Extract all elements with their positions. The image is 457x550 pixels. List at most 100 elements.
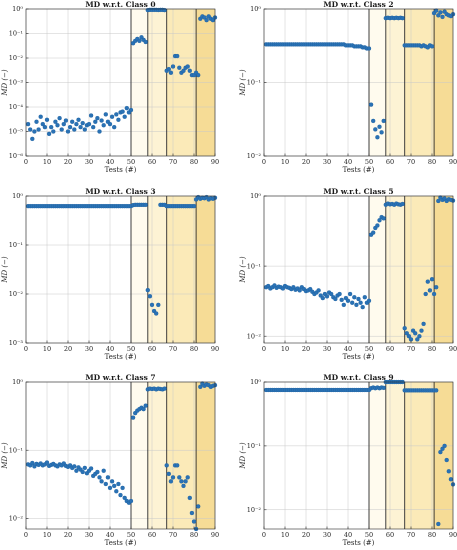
- data-point: [371, 230, 376, 235]
- data-point: [51, 129, 56, 134]
- data-point: [350, 300, 355, 305]
- chart-panel-0: 0 10 20 30 40 50 60 70 80 90 10⁻⁶ 10⁻⁵ 10⁻⁴ 10⁻³ 10⁻² 1…: [1, 0, 219, 174]
- data-point: [354, 302, 359, 308]
- y-tick-label: 10⁻²: [247, 152, 262, 160]
- data-point: [137, 38, 142, 44]
- data-point: [162, 386, 167, 391]
- x-tick-label: 30: [85, 345, 93, 353]
- data-point: [366, 46, 372, 51]
- data-point: [114, 112, 119, 117]
- data-point: [30, 460, 35, 466]
- data-point: [122, 495, 127, 501]
- y-tick-label: 10⁻²: [9, 515, 24, 523]
- x-tick-label: 70: [407, 345, 415, 353]
- x-tick-label: 70: [407, 531, 415, 539]
- data-point: [181, 68, 186, 73]
- data-point: [400, 16, 405, 21]
- y-axis-label: MD (−): [239, 256, 247, 284]
- chart-panel-3: 0 10 20 30 40 50 60 70 80 90 10⁻² 10⁻¹ 10⁰ MD w.r.t. …: [239, 187, 457, 361]
- data-point: [375, 135, 380, 140]
- x-tick-label: 30: [323, 531, 331, 539]
- y-tick-label: 10⁻¹: [9, 241, 24, 249]
- data-point: [103, 481, 108, 487]
- x-tick-label: 50: [127, 531, 135, 539]
- x-tick-label: 90: [449, 531, 457, 539]
- data-point: [189, 510, 195, 516]
- data-point: [448, 477, 454, 482]
- data-point: [431, 291, 437, 297]
- x-tick-label: 0: [262, 158, 266, 166]
- y-tick-label: 10⁻²: [9, 290, 24, 298]
- data-point: [446, 469, 451, 474]
- y-tick-label: 10⁻¹: [9, 30, 24, 38]
- data-point: [44, 460, 50, 465]
- x-tick-label: 10: [43, 531, 51, 539]
- data-point: [347, 291, 353, 297]
- data-point: [356, 296, 361, 302]
- data-point: [86, 121, 92, 127]
- data-point: [434, 8, 439, 13]
- y-tick-label: 10⁰: [250, 5, 261, 13]
- data-point: [156, 302, 161, 308]
- data-point: [42, 125, 48, 130]
- x-tick-label: 20: [64, 531, 72, 539]
- y-tick-label: 10⁻¹: [247, 262, 262, 270]
- data-point: [352, 295, 357, 300]
- data-point: [120, 109, 125, 114]
- data-point: [362, 295, 367, 300]
- data-point: [93, 119, 98, 124]
- data-point: [436, 521, 441, 527]
- data-point: [366, 298, 372, 303]
- data-point: [46, 131, 52, 137]
- data-point: [339, 297, 344, 303]
- data-point: [99, 118, 104, 123]
- data-point: [297, 288, 302, 293]
- data-point: [168, 479, 174, 484]
- chart-panel-4: 0 10 20 30 40 50 60 70 80 90 10⁻² 10⁻¹ 10⁰ MD w.r.t. …: [1, 373, 219, 547]
- x-tick-label: 80: [190, 531, 198, 539]
- y-axis-label: MD (−): [1, 256, 9, 284]
- data-point: [423, 291, 428, 297]
- data-point: [88, 466, 94, 471]
- data-point: [360, 304, 365, 310]
- x-tick-label: 50: [127, 345, 135, 353]
- shaded-region: [166, 382, 197, 529]
- x-tick-label: 10: [43, 345, 51, 353]
- data-point: [400, 201, 405, 207]
- data-point: [36, 127, 41, 132]
- data-point: [429, 277, 435, 282]
- y-tick-label: 10⁻³: [9, 79, 24, 87]
- shaded-region: [404, 382, 435, 529]
- data-point: [124, 105, 129, 111]
- data-point: [105, 475, 111, 480]
- data-point: [143, 39, 148, 45]
- data-point: [320, 295, 325, 301]
- data-point: [191, 519, 197, 524]
- data-point: [25, 121, 31, 127]
- data-point: [143, 403, 148, 408]
- x-tick-label: 40: [344, 158, 352, 166]
- x-tick-label: 10: [281, 158, 289, 166]
- data-point: [128, 498, 134, 504]
- data-point: [118, 492, 123, 498]
- data-point: [316, 288, 321, 293]
- data-point: [440, 446, 445, 451]
- data-point: [417, 334, 422, 339]
- x-tick-label: 60: [148, 158, 156, 166]
- data-point: [122, 114, 127, 119]
- x-axis-label: Tests (#): [343, 166, 375, 174]
- data-point: [34, 119, 39, 124]
- data-point: [444, 457, 449, 463]
- shaded-region: [434, 196, 453, 343]
- data-point: [99, 479, 104, 484]
- shaded-region: [404, 196, 435, 343]
- y-tick-label: 10⁰: [12, 5, 23, 13]
- data-point: [168, 70, 174, 75]
- data-point: [438, 449, 443, 455]
- x-axis-label: Tests (#): [105, 539, 137, 547]
- x-tick-label: 0: [24, 345, 28, 353]
- data-point: [170, 64, 176, 69]
- x-tick-label: 90: [449, 158, 457, 166]
- data-point: [57, 116, 62, 121]
- y-axis-label: MD (−): [1, 69, 9, 97]
